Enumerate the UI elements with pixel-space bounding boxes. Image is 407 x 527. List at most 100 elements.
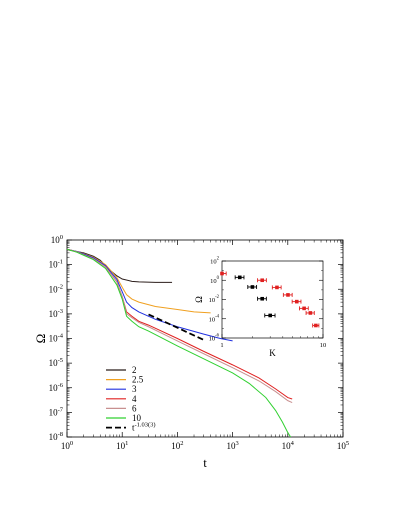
y-tick-label: 10-6 — [49, 382, 64, 393]
x-tick-label-exponent: 3 — [235, 440, 238, 447]
y-tick-label-base: 10 — [49, 383, 59, 393]
inset-plot-frame — [221, 260, 324, 339]
inset-y-tick-label-base: 10 — [209, 336, 216, 343]
legend-label: t-1.03(3) — [132, 422, 156, 433]
x-tick-label: 101 — [116, 440, 128, 451]
inset-data-point — [302, 306, 306, 311]
y-tick-label-base: 10 — [49, 309, 59, 319]
x-tick-label: 100 — [61, 440, 73, 451]
inset-x-axis-title: K — [269, 348, 276, 358]
y-tick-label-exponent: -2 — [58, 283, 63, 290]
inset-data-point — [260, 278, 264, 283]
legend-label: 4 — [132, 394, 137, 404]
inset-data-point — [275, 285, 279, 290]
inset-x-tick-label: 10 — [320, 342, 327, 349]
inset-series-0 — [234, 275, 276, 318]
x-tick-label-exponent: 0 — [70, 440, 73, 447]
y-tick-label: 10-5 — [49, 357, 63, 368]
series-line-10 — [67, 248, 292, 437]
y-tick-label-base: 10 — [49, 260, 59, 270]
inset-data-point — [294, 299, 299, 304]
legend-label: 2 — [132, 365, 137, 375]
y-tick-label: 10-1 — [49, 259, 63, 270]
x-tick-label-exponent: 5 — [346, 440, 349, 447]
x-tick-label-base: 10 — [171, 441, 181, 451]
inset-y-tick-label: 10-6 — [209, 334, 220, 343]
x-tick-label: 103 — [226, 440, 238, 451]
y-tick-label-exponent: -1 — [58, 259, 63, 266]
x-tick-label-base: 10 — [116, 441, 126, 451]
inset-x-tick-label: 1 — [220, 342, 223, 349]
x-tick-label-base: 10 — [226, 441, 236, 451]
x-tick-label: 102 — [171, 440, 183, 451]
legend-label-base: t — [132, 423, 135, 433]
x-axis-title: t — [203, 455, 207, 470]
y-tick-label-exponent: -4 — [58, 333, 64, 340]
legend-label-exponent: -1.03(3) — [135, 422, 156, 429]
y-tick-label: 10-8 — [49, 431, 63, 442]
y-tick-label-base: 10 — [49, 407, 59, 417]
legend-label: 3 — [132, 384, 137, 394]
inset-data-point — [237, 275, 242, 280]
y-tick-label-base: 10 — [49, 334, 59, 344]
y-tick-label-exponent: -3 — [58, 308, 63, 315]
x-tick-label: 104 — [282, 440, 295, 451]
inset-y-axis-title: Ω — [194, 296, 204, 303]
y-tick-label-base: 10 — [51, 235, 61, 245]
y-tick-label-exponent: -8 — [58, 431, 63, 438]
y-tick-label-base: 10 — [49, 432, 59, 442]
inset-y-tick-label: 10-4 — [209, 314, 220, 323]
main-series-group — [67, 248, 293, 437]
inset-y-tick-label-exponent: -2 — [215, 295, 220, 300]
y-tick-label: 10-3 — [49, 308, 63, 319]
inset-series-1 — [220, 271, 320, 328]
inset-data-point — [308, 311, 313, 315]
inset-y-tick-label-exponent: 2 — [217, 257, 220, 262]
inset-y-tick-label-base: 10 — [210, 259, 217, 266]
x-tick-label-base: 10 — [337, 441, 347, 451]
x-tick-label-exponent: 2 — [180, 440, 183, 447]
series-line-6 — [67, 248, 293, 404]
y-tick-label-exponent: -6 — [58, 382, 64, 389]
x-tick-label-exponent: 1 — [125, 440, 128, 447]
inset-data-point — [314, 323, 318, 328]
y-tick-label-base: 10 — [49, 284, 59, 294]
legend-label: 10 — [132, 413, 142, 423]
y-tick-label: 100 — [51, 234, 63, 245]
y-tick-label: 10-7 — [49, 406, 64, 417]
legend-label: 2.5 — [132, 375, 144, 385]
y-tick-label-exponent: 0 — [60, 234, 63, 241]
inset-y-tick-label-exponent: -6 — [215, 334, 220, 339]
y-tick-label: 10-4 — [49, 333, 64, 344]
x-tick-label-base: 10 — [282, 441, 292, 451]
inset-y-tick-label: 102 — [210, 257, 220, 266]
y-tick-label: 10-2 — [49, 283, 63, 294]
series-line-3 — [67, 248, 233, 342]
y-tick-label-exponent: -7 — [58, 406, 64, 413]
inset-y-tick-label-base: 10 — [210, 278, 217, 285]
inset-y-tick-label-exponent: -4 — [215, 314, 220, 319]
inset-y-tick-label: 100 — [210, 276, 220, 285]
inset-data-point — [250, 285, 255, 289]
x-tick-label-base: 10 — [61, 441, 71, 451]
inset-data-point — [268, 313, 272, 318]
inset-y-tick-label-exponent: 0 — [217, 276, 220, 281]
x-tick-label: 105 — [337, 440, 349, 451]
y-tick-label-exponent: -5 — [58, 357, 63, 364]
y-tick-label-base: 10 — [49, 358, 59, 368]
inset-data-point — [286, 293, 290, 297]
inset-y-tick-label: 10-2 — [209, 295, 220, 304]
inset-y-tick-label-base: 10 — [209, 316, 216, 323]
legend-label: 6 — [132, 403, 137, 413]
y-axis-title: Ω — [33, 334, 48, 344]
x-tick-label-exponent: 4 — [291, 440, 295, 447]
main-chart: 100 101 102 103 104 10510010-110-210-310-410-… — [33, 234, 349, 470]
inset-y-tick-label-base: 10 — [209, 297, 216, 304]
inset-data-point — [220, 271, 224, 276]
inset-data-point — [260, 296, 264, 301]
series-line-power-law-fit — [148, 313, 205, 341]
